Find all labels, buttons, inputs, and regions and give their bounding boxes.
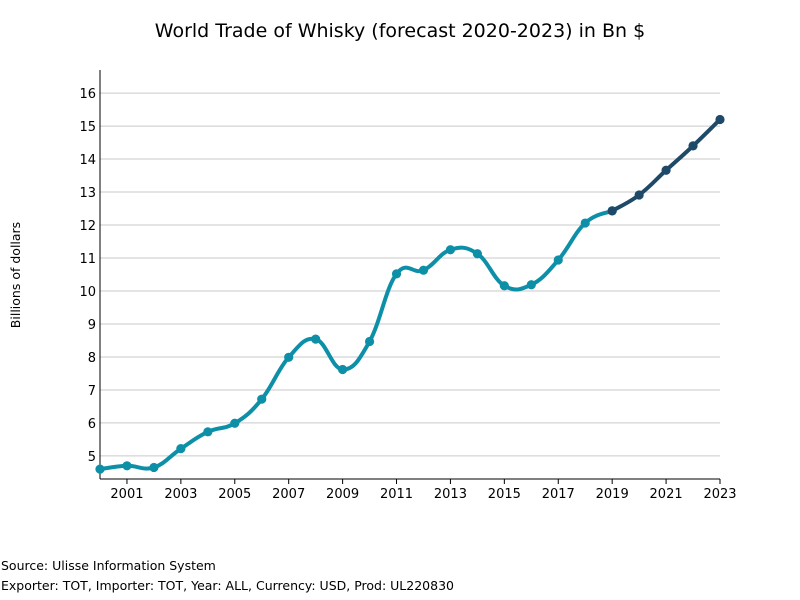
data-point-actual [553, 255, 563, 265]
y-axis-label: Billions of dollars [8, 222, 23, 328]
data-point-actual [149, 462, 159, 473]
data-point-actual [284, 352, 294, 362]
data-point-forecast [688, 141, 698, 151]
x-tick-label: 2017 [542, 487, 575, 502]
x-tick-label: 2019 [596, 487, 629, 502]
data-point-actual [338, 364, 348, 375]
y-tick-label: 16 [79, 87, 96, 102]
data-points [95, 114, 725, 474]
data-point-actual [445, 245, 456, 255]
data-point-actual [203, 427, 213, 437]
y-tick-label: 14 [79, 153, 96, 168]
x-tick-label: 2021 [650, 487, 683, 502]
data-point-actual [499, 281, 509, 291]
y-tick-label: 15 [79, 120, 96, 135]
y-tick-label: 9 [88, 318, 96, 333]
x-tick-label: 2013 [434, 487, 467, 502]
y-tick-label: 13 [79, 186, 96, 201]
y-tick-label: 12 [79, 219, 96, 234]
data-point-actual [257, 394, 267, 404]
y-tick-label: 7 [88, 384, 96, 399]
data-point-forecast [715, 114, 725, 125]
data-point-actual [418, 265, 429, 275]
filter-details-note: Exporter: TOT, Importer: TOT, Year: ALL,… [1, 578, 454, 593]
data-point-forecast [661, 165, 671, 175]
data-point-actual [364, 336, 375, 347]
x-tick-label: 2009 [326, 487, 359, 502]
series-line-actual [98, 208, 615, 472]
y-tick-label: 11 [79, 252, 96, 267]
data-point-forecast [634, 190, 644, 200]
data-point-actual [176, 444, 186, 454]
x-tick-label: 2011 [380, 487, 413, 502]
x-tick-labels: 2001 2003 2005 2007 2009 2011 2013 2015 2017 2019… [110, 487, 736, 502]
x-tick-label: 2005 [218, 487, 251, 502]
x-tick-label: 2001 [110, 487, 143, 502]
y-tick-label: 8 [88, 351, 96, 366]
data-point-actual [230, 418, 240, 428]
y-tick-labels: 5 6 7 8 9 10 11 12 13 14 15 16 [79, 87, 96, 465]
data-point-actual [472, 249, 482, 259]
y-tick-label: 5 [88, 450, 96, 465]
source-note: Source: Ulisse Information System [1, 558, 216, 573]
x-tick-label: 2007 [272, 487, 305, 502]
x-tick-label: 2003 [164, 487, 197, 502]
data-point-actual [391, 269, 402, 279]
data-point-forecast [607, 206, 617, 216]
series-line-forecast [610, 117, 722, 213]
y-tick-label: 10 [79, 285, 96, 300]
data-point-actual [526, 280, 536, 290]
data-point-actual [580, 218, 590, 228]
x-tick-label: 2023 [703, 487, 736, 502]
series-lines [98, 117, 722, 472]
chart-title: World Trade of Whisky (forecast 2020-202… [154, 20, 646, 42]
data-point-actual [311, 334, 321, 344]
x-tick-label: 2015 [488, 487, 521, 502]
gridlines [100, 92, 720, 457]
axes [99, 70, 721, 484]
data-point-actual [95, 464, 105, 474]
y-tick-label: 6 [88, 417, 96, 432]
data-point-actual [122, 461, 132, 471]
